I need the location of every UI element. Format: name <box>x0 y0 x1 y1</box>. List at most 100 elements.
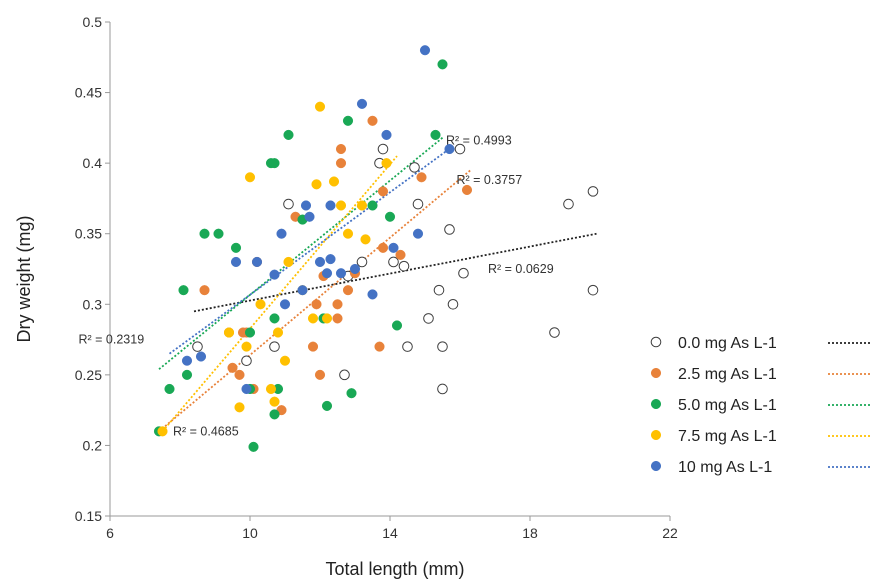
data-point-series-1 <box>416 172 427 183</box>
data-point-series-3 <box>244 172 256 183</box>
data-point-series-4 <box>412 228 424 239</box>
data-point-series-4 <box>335 268 347 279</box>
y-tick-label: 0.2 <box>83 437 103 453</box>
y-tick-label: 0.35 <box>75 226 102 242</box>
r2-label-series-1: R² = 0.3757 <box>457 173 523 187</box>
data-point-series-4 <box>314 256 326 267</box>
legend-label-series-3: 7.5 mg As L-1 <box>678 428 777 445</box>
data-point-series-1 <box>227 362 238 373</box>
data-point-series-2 <box>181 369 193 380</box>
data-point-series-0 <box>587 284 599 296</box>
data-point-series-2 <box>269 313 280 324</box>
data-point-series-2 <box>213 228 224 239</box>
data-point-series-0 <box>458 267 469 279</box>
data-point-series-1 <box>332 299 343 310</box>
r2-label-series-2: R² = 0.4993 <box>446 134 512 148</box>
legend-label-series-0: 0.0 mg As L-1 <box>678 335 777 352</box>
data-point-series-0 <box>447 298 459 310</box>
data-point-series-4 <box>325 200 336 211</box>
data-point-series-2 <box>391 320 403 331</box>
data-point-series-0 <box>269 341 280 352</box>
data-point-series-4 <box>321 268 333 279</box>
data-point-series-4 <box>367 289 378 300</box>
data-point-series-3 <box>381 158 392 169</box>
legend-label-series-1: 2.5 mg As L-1 <box>678 366 777 383</box>
data-point-series-3 <box>321 313 333 324</box>
data-point-series-0 <box>454 143 466 155</box>
data-point-series-4 <box>230 256 242 267</box>
data-point-series-0 <box>423 313 434 324</box>
data-point-series-3 <box>360 234 371 245</box>
data-point-series-1 <box>377 242 389 253</box>
data-point-series-4 <box>241 383 252 395</box>
y-tick-label: 0.5 <box>83 14 103 30</box>
data-point-series-0 <box>339 369 350 381</box>
data-point-series-1 <box>314 369 326 380</box>
x-tick-label: 22 <box>662 525 678 541</box>
y-axis-title: Dry weight (mg) <box>14 215 34 342</box>
legend-marker-series-4 <box>650 460 662 472</box>
data-point-series-2 <box>164 383 175 395</box>
data-point-series-4 <box>325 254 336 265</box>
data-point-series-0 <box>241 355 252 367</box>
data-point-series-3 <box>279 355 291 366</box>
trendline-series-0 <box>193 232 597 313</box>
x-tick-label: 18 <box>522 525 538 541</box>
data-point-series-4 <box>381 129 392 140</box>
x-tick-label: 10 <box>242 525 258 541</box>
data-point-series-3 <box>265 383 277 395</box>
data-point-series-0 <box>192 341 203 352</box>
data-point-series-3 <box>311 179 322 190</box>
r2-labels: R² = 0.0629 R² = 0.3757 R² = 0.4993 R² = 0.… <box>79 134 554 439</box>
data-point-series-1 <box>395 249 406 260</box>
legend-label-series-2: 5.0 mg As L-1 <box>678 397 777 414</box>
data-point-series-3 <box>272 327 284 338</box>
data-point-series-1 <box>332 313 343 324</box>
trendline-series-2 <box>158 137 444 370</box>
legend-marker-series-2 <box>650 398 662 410</box>
legend-marker-series-0 <box>650 336 662 348</box>
data-point-series-1 <box>335 158 347 169</box>
data-point-series-4 <box>269 269 280 280</box>
data-point-series-2 <box>367 200 378 211</box>
data-point-series-0 <box>563 198 574 210</box>
data-point-series-3 <box>269 396 280 407</box>
data-point-series-2 <box>437 59 448 70</box>
data-point-series-3 <box>314 101 326 112</box>
data-point-series-0 <box>402 341 413 352</box>
data-point-series-4 <box>276 228 287 239</box>
data-point-series-1 <box>311 299 322 310</box>
data-point-series-3 <box>283 256 294 267</box>
data-point-series-4 <box>356 98 368 109</box>
data-point-series-2 <box>244 327 256 338</box>
data-point-series-4 <box>251 256 263 267</box>
trendlines <box>158 137 597 433</box>
x-tick-label: 6 <box>106 525 114 541</box>
legend-marker-series-1 <box>650 367 662 379</box>
data-point-series-2 <box>178 285 189 296</box>
data-point-series-2 <box>269 158 280 169</box>
r2-label-series-3: R² = 0.4685 <box>173 424 239 438</box>
data-point-series-0 <box>433 284 445 296</box>
data-point-series-1 <box>199 285 210 296</box>
data-point-series-3 <box>342 228 354 239</box>
x-tick-label: 14 <box>382 525 398 541</box>
data-point-series-4 <box>300 200 312 211</box>
trendline-series-4 <box>168 145 454 355</box>
y-tick-label: 0.15 <box>75 508 102 524</box>
data-point-series-1 <box>377 186 389 197</box>
r2-label-series-4: R² = 0.2319 <box>79 333 145 347</box>
data-point-series-2 <box>346 388 357 399</box>
data-point-series-2 <box>199 228 210 239</box>
data-point-series-3 <box>223 327 235 338</box>
data-point-series-3 <box>335 200 347 211</box>
data-point-series-2 <box>269 409 280 420</box>
data-point-series-0 <box>549 327 560 338</box>
data-point-series-2 <box>430 129 441 140</box>
data-point-series-2 <box>230 242 242 253</box>
data-point-series-0 <box>377 143 389 155</box>
legend-marker-series-3 <box>650 429 662 441</box>
data-point-series-1 <box>307 341 319 352</box>
data-point-series-0 <box>437 341 448 352</box>
r2-label-series-0: R² = 0.0629 <box>488 262 554 276</box>
